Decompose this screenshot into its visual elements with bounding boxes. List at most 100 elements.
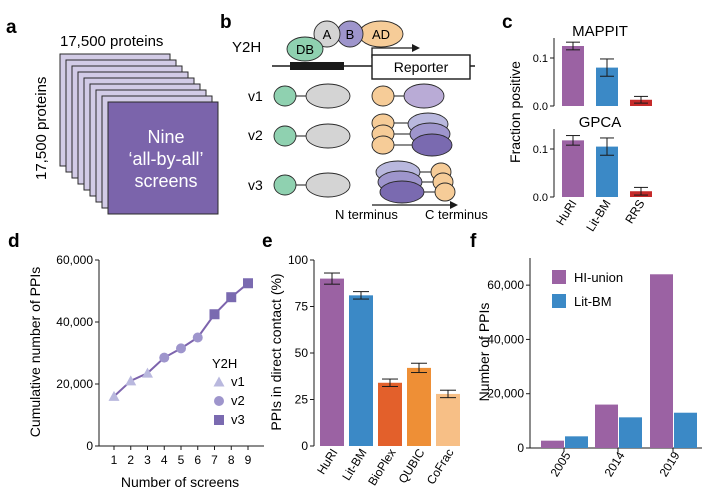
panel-d-point-3 [159,352,170,363]
v2-bait-protein [305,123,351,149]
panel-d-legend-marker-v2 [214,396,224,406]
panel-d-point-5 [192,332,203,343]
panel-f-legend-label-0: HI-union [574,270,623,285]
panel-c-xtick-label-2: RRS [622,197,647,226]
panel-c-ytick-label-1-0: 0.0 [533,192,548,204]
panel-c-label: c [502,12,513,33]
panel-d-point-0 [108,390,120,401]
panel-b-label: b [220,12,232,33]
panel-f-ytick-label-0: 0 [517,441,524,455]
panel-f-bar-hi-union-2019 [650,274,673,448]
y2h-title: Y2H [232,39,261,56]
v3-ad-3 [434,182,456,202]
panel-f-bar-hi-union-2014 [595,404,618,448]
panel-f-ylabel: Number of PPIs [476,303,492,402]
reporter-label: Reporter [394,59,449,75]
panel-f-ytick-label-3: 60,000 [487,278,524,292]
reporter-box [371,54,471,80]
panel-d-legend-label-v1: v1 [231,374,245,389]
panel-d-xtick-label-7: 8 [228,453,235,467]
v1-bait-protein [305,83,351,109]
panel-e-ytick-label-3: 75 [295,300,309,314]
panel-d-xtick-label-1: 2 [127,453,134,467]
panel-d-xtick-label-8: 9 [245,453,252,467]
version-label-v3: v3 [248,177,263,193]
version-label-v1: v1 [248,88,263,104]
v2-db-protein [273,125,297,147]
panel-f-label: f [470,231,477,252]
screen-text-line-1: Nine [147,127,184,147]
panel-c: c Fraction positive MAPPIT 0.0 0.1 GPCA 0.0 0… [502,12,652,234]
panel-e-ylabel: PPIs in direct contact (%) [268,273,284,430]
panel-f-bar-lit-bm-2019 [674,412,697,448]
panel-d-legend-label-v3: v3 [231,412,245,427]
panel-c-bar-0-1 [596,67,618,106]
panel-c-xtick-label-1: Lit-BM [583,197,613,234]
panel-d-xtick-label-2: 3 [144,453,151,467]
screen-sheet-9 [107,101,219,215]
panel-e: e PPIs in direct contact (%) 0 25 50 75 100 H… [262,231,460,488]
panel-e-bar-0 [320,278,344,446]
panel-d-legend-label-v2: v2 [231,393,245,408]
v2-prey-stack [371,112,453,157]
panel-d-legend-marker-v1 [213,376,225,387]
panel-d-ytick-label-3: 60,000 [56,253,93,267]
panel-f-legend-label-1: Lit-BM [574,294,612,309]
v3-prey-stack [375,160,456,204]
version-label-v2: v2 [248,127,263,143]
panel-f-xtick-label-2014: 2014 [602,449,628,479]
v3-prey-3 [379,180,425,204]
panel-d-xtick-label-5: 6 [194,453,201,467]
panel-e-ytick-label-1: 25 [295,393,309,407]
panel-e-xtick-label-0: HuRI [314,446,340,477]
panel-e-label: e [262,231,273,252]
v3-db-protein [273,174,297,196]
panel-f-xtick-label-2019: 2019 [657,449,683,479]
b-domain-label: B [346,27,355,42]
panel-f-xtick-label-2005: 2005 [548,449,574,479]
db-domain-label: DB [296,42,314,57]
panel-c-xtick-label-0: HuRI [553,197,579,228]
panel-e-xtick-label-2: BioPlex [365,446,398,488]
panel-f-ytick-label-2: 40,000 [487,332,524,346]
panel-d-ytick-label-0: 0 [86,439,93,453]
panel-e-bar-4 [436,393,460,446]
panel-d-xtick-label-6: 7 [211,453,218,467]
panel-c-bar-0-0 [562,46,584,106]
v3-bait-protein [305,172,351,198]
a-domain-label: A [323,27,332,42]
panel-e-bar-3 [407,367,431,446]
panel-d-xtick-label-3: 4 [161,453,168,467]
panel-d-point-2 [142,367,153,378]
db-domain [286,36,324,62]
panel-a: a 17,500 proteins 17,500 proteins Nine ‘… [6,17,219,215]
transcription-arrowhead [412,44,420,52]
panel-c-title-1: GPCA [579,114,622,131]
panel-d-point-4 [176,343,186,354]
panel-e-ytick-label-4: 100 [288,253,308,267]
v2-prey-3 [411,133,453,157]
c-terminus-label: C terminus [425,207,488,222]
panel-d-ylabel: Cumulative number of PPIs [27,267,43,437]
panel-d-legend-title: Y2H [212,356,237,371]
panel-a-side-text: 17,500 proteins [33,77,50,180]
panel-f-legend-swatch-0 [552,270,566,284]
screen-stack [59,53,219,215]
v2-ad-3 [371,135,395,155]
panel-d-label: d [8,231,20,252]
v1-ad-protein [371,85,395,107]
panel-f-legend-swatch-1 [552,294,566,308]
panel-f-bar-lit-bm-2005 [565,436,588,448]
panel-c-title-0: MAPPIT [572,23,628,40]
a-domain [313,20,341,48]
panel-e-bar-1 [349,295,373,446]
panel-c-ylabel: Fraction positive [507,61,523,163]
panel-d-point-6 [209,309,220,320]
panel-c-bar-1-1 [596,146,618,197]
panel-e-ytick-label-2: 50 [295,346,309,360]
panel-c-ytick-label-0-0: 0.0 [533,101,548,113]
panel-d-point-1 [125,375,137,386]
n-to-c-arrowhead [450,201,458,209]
binding-site [290,62,344,70]
